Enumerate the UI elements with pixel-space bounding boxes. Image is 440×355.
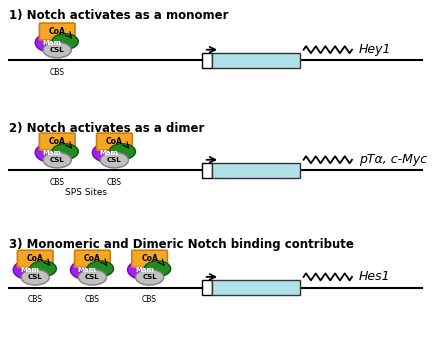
Ellipse shape [128,260,161,280]
FancyBboxPatch shape [40,23,75,40]
Ellipse shape [100,152,128,168]
Ellipse shape [41,42,49,47]
FancyBboxPatch shape [74,250,110,267]
Ellipse shape [64,44,72,48]
Ellipse shape [30,261,56,277]
Ellipse shape [21,269,49,285]
Ellipse shape [43,152,71,168]
Text: CSL: CSL [142,274,157,280]
Ellipse shape [76,269,84,274]
Text: CBS: CBS [142,295,157,304]
Text: CBS: CBS [107,178,122,187]
Ellipse shape [19,269,27,274]
Bar [212,53,300,68]
Ellipse shape [157,271,165,276]
Bar [202,280,212,295]
Text: CSL: CSL [50,47,65,53]
Text: 3) Monomeric and Dimeric Notch binding contribute: 3) Monomeric and Dimeric Notch binding c… [9,238,354,251]
Ellipse shape [109,144,136,159]
Ellipse shape [121,154,129,158]
Text: CoA: CoA [84,254,101,263]
Text: Mam: Mam [21,267,39,273]
Ellipse shape [78,269,106,285]
Text: Mam: Mam [43,40,61,45]
Text: CSL: CSL [85,274,100,280]
FancyBboxPatch shape [97,133,132,150]
Ellipse shape [70,260,104,280]
Text: CBS: CBS [50,68,65,77]
Text: CBS: CBS [85,295,100,304]
Ellipse shape [136,269,164,285]
Bar [202,163,212,178]
Text: CoA: CoA [141,254,158,263]
Ellipse shape [13,260,47,280]
Ellipse shape [52,34,78,49]
Ellipse shape [144,261,171,277]
Text: 2) Notch activates as a dimer: 2) Notch activates as a dimer [9,122,204,136]
Ellipse shape [98,152,106,157]
Text: Mam: Mam [100,150,118,155]
Ellipse shape [41,152,49,157]
Bar [202,53,212,68]
Ellipse shape [133,269,141,274]
Ellipse shape [35,33,69,53]
Text: SPS Sites: SPS Sites [65,188,107,197]
Ellipse shape [52,144,78,159]
Ellipse shape [42,271,50,276]
Text: Mam: Mam [78,267,96,273]
FancyBboxPatch shape [18,250,53,267]
Ellipse shape [64,154,72,158]
Bar [212,163,300,178]
Text: CSL: CSL [28,274,43,280]
FancyBboxPatch shape [40,133,75,150]
Text: Mam: Mam [135,267,154,273]
Text: CoA: CoA [27,254,44,263]
Text: CSL: CSL [50,157,65,163]
Ellipse shape [92,143,126,163]
Text: CSL: CSL [107,157,122,163]
Text: CBS: CBS [28,295,43,304]
Text: CBS: CBS [50,178,65,187]
Ellipse shape [35,143,69,163]
Ellipse shape [43,42,71,58]
Text: pTα, c-Myc: pTα, c-Myc [359,153,427,166]
Text: CoA: CoA [106,137,123,146]
Text: 1) Notch activates as a monomer: 1) Notch activates as a monomer [9,9,228,22]
Bar [212,280,300,295]
Ellipse shape [87,261,114,277]
Text: Mam: Mam [43,150,61,155]
Text: Hey1: Hey1 [359,43,391,56]
Text: CoA: CoA [49,27,66,36]
Text: Hes1: Hes1 [359,271,390,283]
Ellipse shape [99,271,107,276]
Text: CoA: CoA [49,137,66,146]
FancyBboxPatch shape [132,250,168,267]
